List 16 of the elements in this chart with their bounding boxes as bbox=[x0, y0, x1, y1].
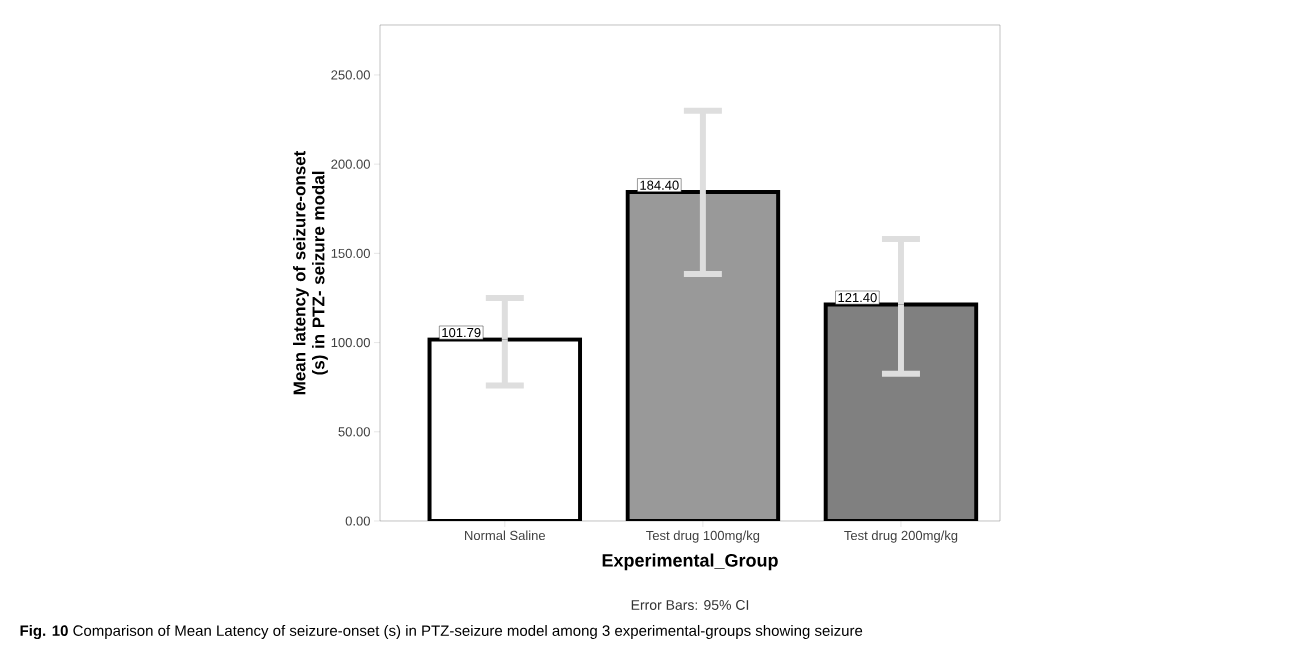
y-tick-label: 100.00 bbox=[331, 337, 370, 348]
x-tick-label: Test drug 200mg/kg bbox=[844, 530, 958, 543]
x-axis-title: Experimental_Group bbox=[602, 553, 778, 571]
data-label: 121.40 bbox=[838, 292, 877, 303]
y-tick-label: 150.00 bbox=[331, 248, 370, 258]
y-axis-title: Mean latency of seizure-onset (s) in PTZ- seizure modal bbox=[293, 150, 328, 395]
y-tick-label: 250.00 bbox=[331, 70, 370, 80]
data-label: 184.40 bbox=[640, 180, 679, 190]
x-tick-label: Normal Saline bbox=[465, 530, 546, 541]
text: Fig. 10 Comparison of Mean Latency of seizure-onset (s) in PTZ-seizure model among 3 experimental-groups showing seizure bbox=[20, 624, 863, 640]
text: Error Bars: 95% CI bbox=[631, 600, 749, 610]
data-label: 101.79 bbox=[442, 327, 481, 338]
y-tick-label: 200.00 bbox=[331, 159, 370, 169]
x-tick-label: Test drug 100mg/kg bbox=[646, 530, 760, 543]
y-tick-label: 0.00 bbox=[345, 516, 370, 526]
y-tick-label: 50.00 bbox=[338, 427, 370, 437]
